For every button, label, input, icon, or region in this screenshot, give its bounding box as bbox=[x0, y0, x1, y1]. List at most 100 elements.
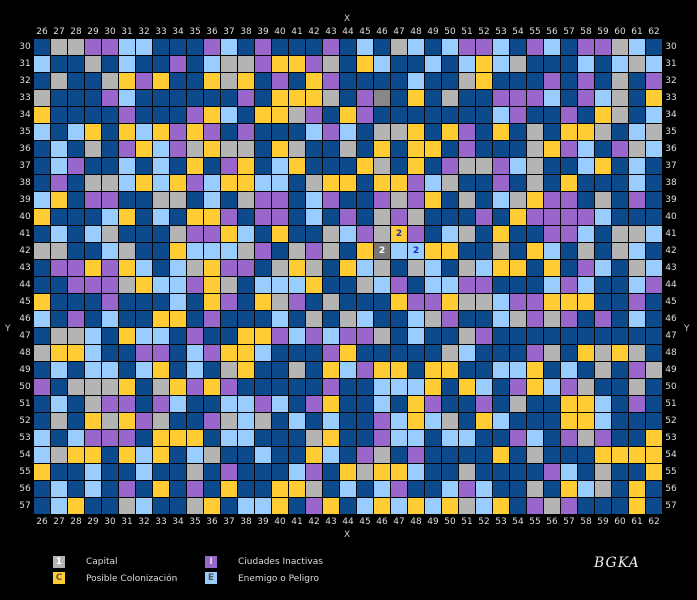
map-tile[interactable] bbox=[153, 73, 169, 89]
map-tile[interactable] bbox=[136, 192, 152, 208]
map-tile[interactable] bbox=[425, 73, 441, 89]
map-tile[interactable] bbox=[459, 56, 475, 72]
map-tile[interactable] bbox=[136, 328, 152, 344]
map-tile[interactable] bbox=[51, 124, 67, 140]
map-tile[interactable] bbox=[102, 294, 118, 310]
map-tile[interactable] bbox=[136, 158, 152, 174]
map-tile[interactable] bbox=[119, 396, 135, 412]
map-tile[interactable] bbox=[595, 328, 611, 344]
map-tile[interactable] bbox=[442, 226, 458, 242]
map-tile[interactable] bbox=[102, 226, 118, 242]
map-tile[interactable] bbox=[119, 328, 135, 344]
map-tile[interactable] bbox=[204, 107, 220, 123]
map-tile[interactable] bbox=[119, 209, 135, 225]
map-tile[interactable] bbox=[544, 464, 560, 480]
map-tile[interactable] bbox=[629, 226, 645, 242]
map-tile[interactable] bbox=[442, 39, 458, 55]
map-tile[interactable] bbox=[595, 243, 611, 259]
map-tile[interactable] bbox=[357, 481, 373, 497]
map-tile[interactable] bbox=[646, 243, 662, 259]
map-tile[interactable] bbox=[238, 39, 254, 55]
map-tile[interactable] bbox=[289, 311, 305, 327]
map-tile[interactable] bbox=[646, 260, 662, 276]
map-tile[interactable] bbox=[289, 56, 305, 72]
map-tile[interactable] bbox=[578, 73, 594, 89]
map-tile[interactable] bbox=[544, 39, 560, 55]
map-tile[interactable] bbox=[153, 141, 169, 157]
map-tile[interactable] bbox=[255, 413, 271, 429]
map-tile[interactable] bbox=[187, 175, 203, 191]
map-tile[interactable] bbox=[595, 447, 611, 463]
map-tile[interactable] bbox=[476, 243, 492, 259]
map-tile[interactable] bbox=[561, 413, 577, 429]
map-tile[interactable] bbox=[408, 209, 424, 225]
map-tile[interactable] bbox=[306, 158, 322, 174]
map-tile[interactable] bbox=[323, 413, 339, 429]
map-tile[interactable] bbox=[459, 430, 475, 446]
map-tile[interactable] bbox=[374, 362, 390, 378]
map-tile[interactable] bbox=[221, 277, 237, 293]
map-tile[interactable] bbox=[612, 56, 628, 72]
map-tile[interactable] bbox=[527, 56, 543, 72]
map-tile[interactable] bbox=[357, 379, 373, 395]
map-tile[interactable] bbox=[646, 379, 662, 395]
map-tile[interactable] bbox=[85, 107, 101, 123]
map-tile[interactable] bbox=[255, 464, 271, 480]
map-tile[interactable] bbox=[425, 226, 441, 242]
map-tile[interactable] bbox=[68, 124, 84, 140]
map-tile[interactable] bbox=[306, 141, 322, 157]
map-tile[interactable] bbox=[153, 328, 169, 344]
map-tile[interactable] bbox=[476, 277, 492, 293]
map-tile[interactable] bbox=[34, 430, 50, 446]
map-tile[interactable] bbox=[629, 73, 645, 89]
map-tile[interactable] bbox=[340, 430, 356, 446]
map-tile[interactable] bbox=[255, 141, 271, 157]
map-tile[interactable] bbox=[153, 498, 169, 514]
map-tile[interactable] bbox=[510, 226, 526, 242]
map-tile[interactable] bbox=[306, 328, 322, 344]
map-tile[interactable] bbox=[68, 107, 84, 123]
map-tile[interactable] bbox=[459, 73, 475, 89]
map-tile[interactable] bbox=[595, 56, 611, 72]
map-tile[interactable] bbox=[357, 260, 373, 276]
map-tile[interactable] bbox=[221, 175, 237, 191]
map-tile[interactable] bbox=[323, 430, 339, 446]
map-tile[interactable] bbox=[153, 56, 169, 72]
map-tile[interactable] bbox=[153, 345, 169, 361]
map-tile[interactable] bbox=[289, 430, 305, 446]
map-tile[interactable] bbox=[170, 430, 186, 446]
map-tile[interactable] bbox=[272, 141, 288, 157]
map-tile[interactable] bbox=[374, 141, 390, 157]
map-tile[interactable] bbox=[476, 481, 492, 497]
map-tile[interactable] bbox=[578, 345, 594, 361]
map-tile[interactable] bbox=[51, 158, 67, 174]
map-tile[interactable] bbox=[34, 39, 50, 55]
map-tile[interactable] bbox=[102, 158, 118, 174]
map-tile[interactable] bbox=[408, 124, 424, 140]
map-tile[interactable] bbox=[136, 226, 152, 242]
map-tile[interactable] bbox=[425, 56, 441, 72]
map-tile[interactable] bbox=[153, 294, 169, 310]
map-tile[interactable] bbox=[510, 413, 526, 429]
map-tile[interactable] bbox=[136, 481, 152, 497]
map-tile[interactable] bbox=[595, 226, 611, 242]
map-tile[interactable] bbox=[408, 396, 424, 412]
map-tile[interactable] bbox=[289, 158, 305, 174]
map-tile[interactable] bbox=[204, 345, 220, 361]
map-tile[interactable] bbox=[221, 124, 237, 140]
map-tile[interactable] bbox=[510, 430, 526, 446]
map-tile[interactable] bbox=[629, 396, 645, 412]
map-tile[interactable] bbox=[578, 124, 594, 140]
map-tile[interactable] bbox=[476, 362, 492, 378]
map-tile[interactable] bbox=[442, 243, 458, 259]
map-tile[interactable] bbox=[51, 481, 67, 497]
map-tile[interactable] bbox=[221, 107, 237, 123]
map-tile[interactable] bbox=[561, 56, 577, 72]
map-tile[interactable] bbox=[357, 396, 373, 412]
map-tile[interactable] bbox=[578, 447, 594, 463]
map-tile[interactable] bbox=[136, 311, 152, 327]
map-tile[interactable] bbox=[153, 362, 169, 378]
map-tile[interactable] bbox=[340, 481, 356, 497]
map-tile[interactable] bbox=[221, 141, 237, 157]
map-tile[interactable] bbox=[425, 158, 441, 174]
